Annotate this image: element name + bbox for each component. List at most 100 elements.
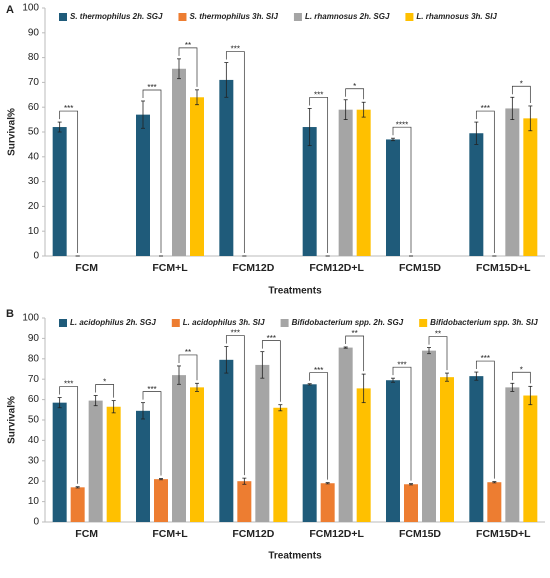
error-bar — [409, 483, 413, 486]
significance-bracket — [428, 336, 448, 371]
legend-label: L. rhamnosus 2h. SGJ — [305, 12, 390, 21]
significance-label: *** — [314, 366, 323, 375]
bar — [88, 400, 103, 522]
significance-label: * — [520, 365, 523, 374]
error-bar — [307, 108, 312, 147]
legend-label: L. acidophilus 3h. SIJ — [183, 318, 265, 327]
bar — [386, 380, 400, 522]
error-bar — [177, 365, 181, 385]
bar — [523, 395, 538, 522]
y-tick-label: 30 — [28, 176, 40, 187]
significance-label: ** — [435, 330, 441, 339]
significance-label: * — [103, 378, 106, 387]
significance-label: ** — [185, 41, 191, 50]
error-bar — [141, 100, 145, 129]
legend-label: S. thermophilus 3h. SIJ — [189, 12, 278, 21]
significance-label: *** — [231, 329, 240, 338]
significance-bracket — [178, 354, 198, 381]
error-bar — [343, 99, 348, 120]
y-axis-title: Survival% — [7, 108, 18, 156]
significance-label: *** — [267, 334, 276, 343]
bar — [422, 350, 436, 522]
legend-label: S. thermophilus 2h. SGJ — [70, 12, 163, 21]
error-bar — [445, 372, 449, 382]
error-bar — [224, 346, 229, 374]
bar — [505, 387, 520, 522]
significance-bracket — [392, 126, 412, 253]
error-bar — [242, 477, 247, 485]
significance-label: *** — [64, 104, 73, 113]
significance-bracket — [511, 85, 531, 103]
bar — [338, 347, 353, 522]
legend-swatch — [405, 13, 414, 21]
y-tick-label: 40 — [28, 151, 40, 162]
significance-label: *** — [231, 45, 240, 54]
error-bar — [307, 383, 312, 386]
error-bar — [195, 89, 199, 106]
bar — [386, 139, 400, 256]
bar — [154, 479, 168, 522]
bar — [273, 407, 288, 522]
significance-label: *** — [64, 380, 73, 389]
x-axis-title: Treatments — [268, 551, 322, 562]
bar — [219, 359, 234, 522]
significance-bracket — [142, 89, 162, 253]
bar — [172, 375, 186, 522]
bar — [356, 109, 371, 257]
error-bar — [111, 400, 116, 414]
legend-swatch — [171, 319, 180, 327]
error-bar — [93, 395, 98, 407]
significance-label: ** — [352, 329, 358, 338]
legend-label: L. acidophilus 2h. SGJ — [70, 318, 156, 327]
error-bar — [75, 486, 80, 489]
error-bar — [361, 373, 366, 404]
y-tick-label: 90 — [28, 333, 40, 344]
y-tick-label: 70 — [28, 374, 40, 385]
bar — [338, 109, 353, 257]
y-tick-label: 80 — [28, 353, 40, 364]
bar — [320, 483, 335, 522]
error-bar — [343, 346, 348, 349]
significance-label: *** — [397, 360, 406, 369]
bar — [190, 387, 204, 522]
y-tick-label: 70 — [28, 77, 40, 88]
legend-swatch — [178, 13, 187, 21]
legend-swatch — [419, 319, 428, 327]
bar — [440, 377, 454, 522]
error-bar — [427, 347, 431, 355]
significance-bracket — [511, 371, 531, 384]
y-tick-label: 50 — [28, 415, 40, 426]
panel-letter: A — [6, 4, 14, 16]
bar — [469, 133, 484, 256]
bar — [302, 384, 317, 522]
error-bar — [260, 351, 265, 379]
error-bar — [492, 481, 497, 484]
y-axis-title: Survival% — [7, 396, 18, 444]
panel-letter: B — [6, 308, 14, 320]
significance-bracket — [59, 386, 79, 484]
significance-label: *** — [147, 385, 156, 394]
bar — [52, 402, 67, 522]
error-bar — [57, 121, 62, 133]
error-bar — [141, 402, 145, 420]
significance-bracket — [309, 97, 329, 253]
significance-label: *** — [147, 83, 156, 92]
x-tick-label: FCM15D+L — [476, 262, 531, 274]
legend-label: Bifidobacterium spp. 2h. SGJ — [292, 318, 404, 327]
significance-bracket — [261, 340, 281, 402]
significance-bracket — [475, 360, 495, 479]
error-bar — [474, 121, 479, 145]
bar — [136, 114, 150, 256]
significance-bracket — [392, 366, 412, 481]
error-bar — [224, 62, 229, 98]
significance-bracket — [142, 391, 162, 476]
y-tick-label: 90 — [28, 27, 40, 38]
significance-bracket — [309, 372, 329, 480]
bar — [302, 127, 317, 256]
x-axis-title: Treatments — [268, 286, 322, 297]
legend-swatch — [59, 319, 67, 327]
y-tick-label: 100 — [22, 3, 39, 14]
significance-bracket — [95, 384, 115, 398]
bar — [487, 482, 502, 522]
